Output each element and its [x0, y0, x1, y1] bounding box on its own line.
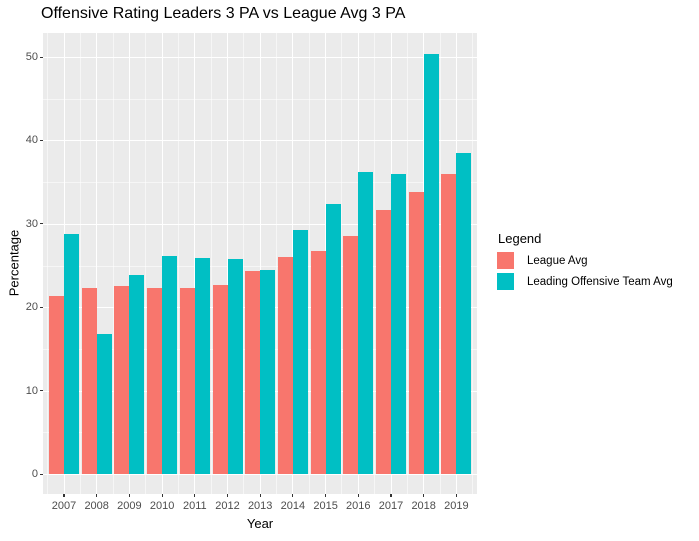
bar-league-avg-2015 — [310, 250, 326, 474]
legend-swatch — [497, 252, 514, 269]
bar-league-avg-2009 — [114, 286, 130, 474]
gridline-minor-v — [341, 33, 343, 494]
x-tick-mark — [325, 494, 327, 497]
bar-league-avg-2016 — [343, 235, 359, 474]
gridline-minor-v — [439, 33, 441, 494]
x-tick-mark — [357, 494, 359, 497]
bar-league-avg-2011 — [179, 288, 195, 474]
gridline-major-v — [96, 33, 98, 494]
gridline-minor-v — [177, 33, 179, 494]
legend-swatch — [497, 273, 514, 290]
legend-items: League Avg Leading Offensive Team Avg — [497, 252, 697, 290]
bar-leading-offensive-team-avg-2016 — [358, 172, 374, 474]
gridline-minor-v — [47, 33, 49, 494]
bar-league-avg-2019 — [441, 173, 457, 474]
bar-leading-offensive-team-avg-2009 — [129, 274, 145, 474]
bar-leading-offensive-team-avg-2015 — [325, 203, 341, 474]
y-tick-mark — [40, 306, 43, 308]
bar-league-avg-2013 — [245, 271, 261, 474]
y-axis-title: Percentage — [6, 229, 22, 297]
x-tick-mark — [455, 494, 457, 497]
x-tick-mark — [63, 494, 65, 497]
x-tick-mark — [259, 494, 261, 497]
y-tick-mark — [40, 473, 43, 475]
y-tick-label: 30 — [25, 217, 38, 230]
y-tick-mark — [40, 390, 43, 392]
gridline-minor-v — [79, 33, 81, 494]
y-tick-mark — [40, 56, 43, 58]
x-tick-mark — [292, 494, 294, 497]
x-tick-mark — [226, 494, 229, 497]
x-tick-label: 2009 — [117, 500, 142, 512]
x-tick-mark — [390, 494, 392, 497]
legend-title: Legend — [498, 231, 542, 246]
gridline-minor-v — [210, 33, 212, 494]
legend: Legend League Avg Leading Offensive Team … — [497, 231, 697, 290]
gridline-minor-v — [243, 33, 245, 494]
x-tick-label: 2018 — [411, 500, 436, 512]
x-tick-label: 2010 — [149, 500, 175, 512]
gridline-minor-v — [145, 33, 147, 494]
bar-leading-offensive-team-avg-2013 — [260, 269, 276, 474]
x-tick-label: 2015 — [313, 500, 338, 512]
x-axis-title: Year — [246, 516, 274, 531]
y-tick-mark — [40, 223, 43, 225]
gridline-minor-v — [308, 33, 310, 494]
y-tick-label: 50 — [25, 51, 38, 63]
x-tick-label: 2019 — [444, 500, 469, 512]
bar-leading-offensive-team-avg-2012 — [227, 258, 243, 474]
x-tick-label: 2011 — [182, 500, 207, 512]
bar-leading-offensive-team-avg-2018 — [423, 53, 439, 474]
y-tick-label: 20 — [25, 301, 38, 314]
x-tick-mark — [96, 494, 98, 497]
legend-item: Leading Offensive Team Avg — [497, 273, 697, 290]
y-tick-mark — [40, 139, 43, 142]
bar-leading-offensive-team-avg-2008 — [96, 333, 112, 474]
bar-league-avg-2014 — [277, 257, 293, 474]
bar-leading-offensive-team-avg-2010 — [162, 256, 178, 474]
gridline-minor-v — [472, 33, 474, 494]
bar-leading-offensive-team-avg-2017 — [391, 173, 406, 474]
bar-league-avg-2007 — [49, 295, 64, 474]
x-tick-label: 2016 — [346, 500, 371, 512]
x-tick-mark — [194, 494, 196, 497]
bar-league-avg-2012 — [212, 284, 228, 474]
x-tick-mark — [128, 494, 130, 497]
x-tick-label: 2008 — [84, 500, 109, 512]
x-tick-label: 2013 — [247, 500, 273, 512]
x-tick-label: 2012 — [215, 500, 240, 512]
bar-leading-offensive-team-avg-2011 — [194, 258, 210, 474]
gridline-major-v — [259, 33, 261, 494]
gridline-minor-v — [374, 33, 376, 494]
y-tick-label: 0 — [31, 468, 38, 480]
chart-title: Offensive Rating Leaders 3 PA vs League … — [41, 5, 406, 22]
bar-league-avg-2008 — [81, 288, 97, 474]
x-tick-mark — [161, 494, 163, 497]
x-tick-label: 2017 — [378, 500, 404, 512]
x-tick-label: 2014 — [280, 500, 306, 512]
bar-leading-offensive-team-avg-2014 — [292, 229, 308, 474]
gridline-minor-v — [406, 33, 408, 494]
bar-league-avg-2017 — [376, 209, 391, 474]
bar-leading-offensive-team-avg-2019 — [456, 152, 472, 474]
bar-leading-offensive-team-avg-2007 — [64, 233, 79, 474]
gridline-minor-v — [112, 33, 114, 494]
legend-item: League Avg — [497, 252, 697, 269]
bar-league-avg-2010 — [147, 288, 163, 474]
gridline-major-v — [128, 33, 130, 494]
bar-league-avg-2018 — [408, 192, 424, 474]
gridline-minor-v — [276, 33, 278, 494]
x-tick-label: 2007 — [51, 500, 77, 512]
legend-label: Leading Offensive Team Avg — [527, 275, 673, 288]
x-tick-mark — [423, 494, 425, 497]
legend-label: League Avg — [527, 254, 588, 267]
y-tick-label: 40 — [25, 134, 38, 147]
y-tick-label: 10 — [25, 384, 38, 397]
plot-panel — [43, 33, 477, 494]
